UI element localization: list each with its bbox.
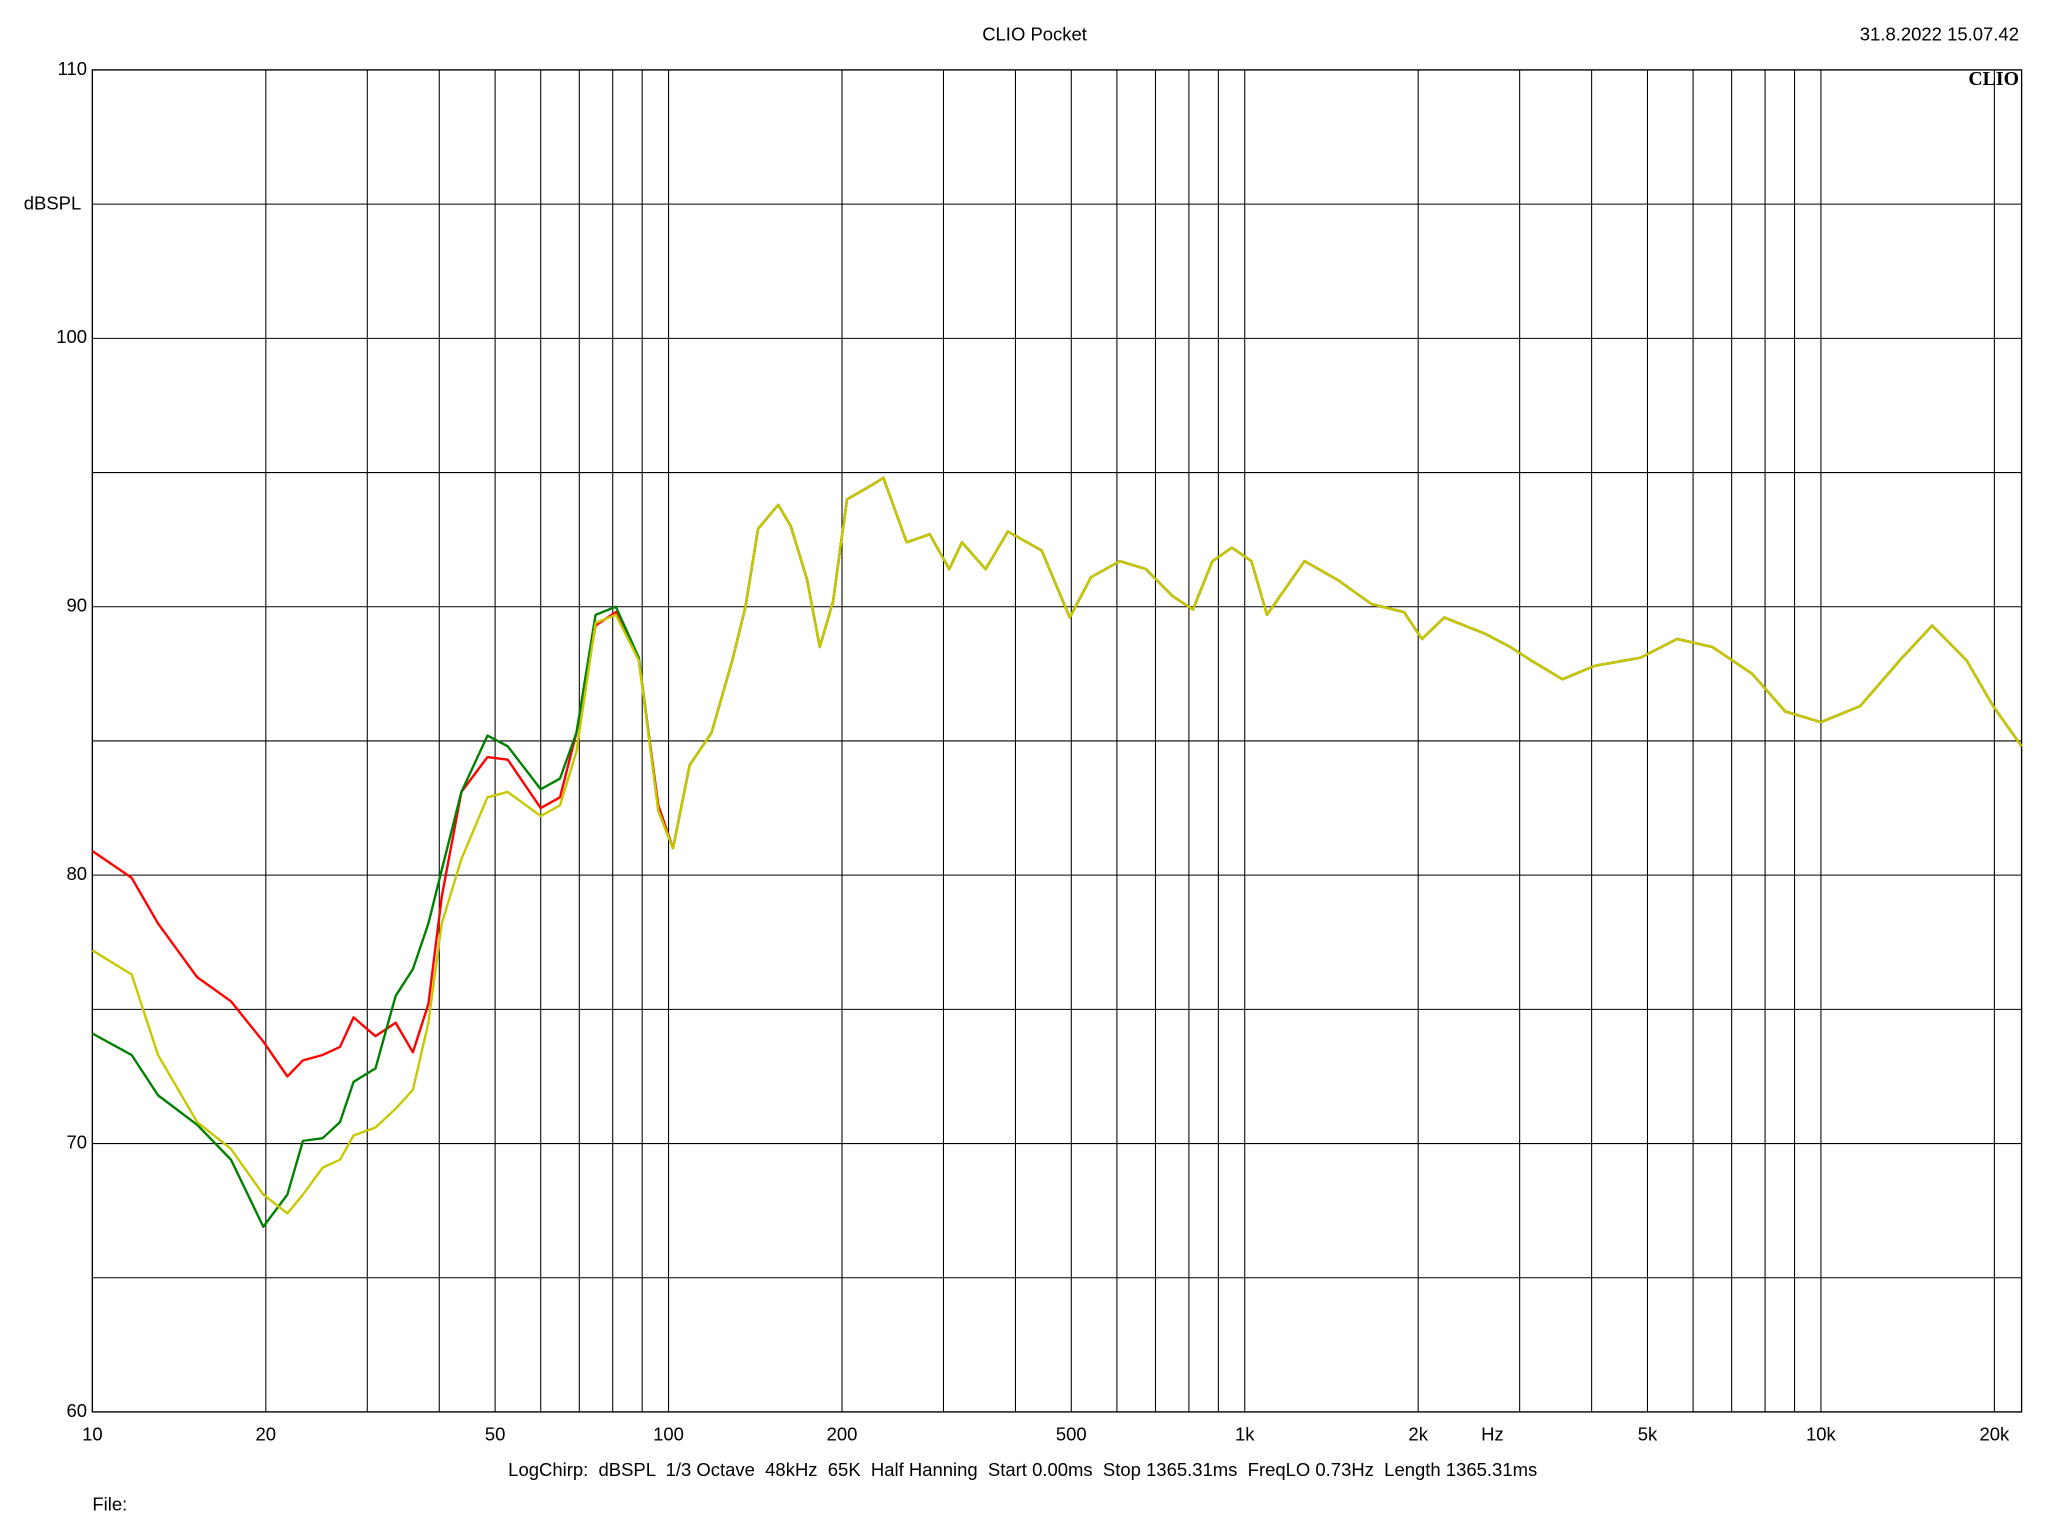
series-line xyxy=(91,476,2023,1215)
x-tick-label: 200 xyxy=(827,1424,858,1445)
x-axis-unit: Hz xyxy=(1481,1424,1504,1445)
x-tick-label: 1k xyxy=(1235,1424,1255,1445)
x-tick-label: 10k xyxy=(1806,1424,1837,1445)
x-tick-label: 5k xyxy=(1638,1424,1658,1445)
y-tick-label: 70 xyxy=(67,1131,88,1152)
x-tick-label: 2k xyxy=(1408,1424,1428,1445)
plot-frame xyxy=(91,69,2023,1413)
y-tick-label: 90 xyxy=(67,595,88,616)
timestamp: 31.8.2022 15.07.42 xyxy=(1860,24,2019,45)
chart-title: CLIO Pocket xyxy=(982,24,1087,45)
x-tick-label: 100 xyxy=(653,1424,684,1445)
y-tick-label: 80 xyxy=(67,863,88,884)
x-tick-label: 20k xyxy=(1979,1424,2010,1445)
y-tick-label: 110 xyxy=(58,58,87,79)
y-tick-label: 100 xyxy=(56,326,87,347)
series-line xyxy=(91,476,2023,1228)
x-tick-label: 20 xyxy=(256,1424,277,1445)
y-axis-label: dBSPL xyxy=(24,192,82,213)
series-line xyxy=(91,476,2023,1078)
x-tick-label: 500 xyxy=(1056,1424,1087,1445)
measurement-info: LogChirp: dBSPL 1/3 Octave 48kHz 65K Hal… xyxy=(508,1459,1537,1480)
logo: CLIO xyxy=(1968,68,2019,90)
y-tick-label: 60 xyxy=(67,1400,88,1421)
x-tick-label: 10 xyxy=(82,1424,103,1445)
x-tick-label: 50 xyxy=(485,1424,506,1445)
file-label: File: xyxy=(92,1494,127,1515)
